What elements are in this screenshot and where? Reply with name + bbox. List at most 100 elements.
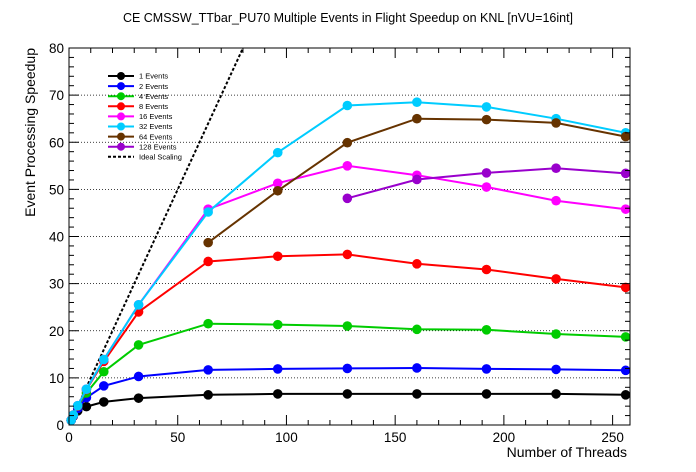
legend-label-4-events: 4 Events — [139, 92, 168, 101]
legend-label-128-events: 128 Events — [139, 142, 177, 151]
y-tick-label: 20 — [49, 324, 64, 339]
data-point-32-events — [342, 100, 353, 111]
data-point-32-events — [133, 300, 144, 310]
y-tick-label: 10 — [49, 371, 64, 386]
data-point-32-events — [412, 97, 422, 107]
data-point-128-events — [551, 163, 561, 173]
y-tick-label: 80 — [49, 41, 64, 56]
data-point-1-events — [98, 397, 109, 407]
data-point-32-events — [481, 102, 492, 112]
x-tick-label: 200 — [493, 430, 516, 445]
legend-label-16-events: 16 Events — [139, 112, 173, 121]
y-tick-label: 30 — [49, 277, 64, 292]
data-point-32-events — [272, 147, 283, 158]
data-point-16-events — [551, 195, 561, 206]
data-point-4-events — [133, 340, 144, 350]
data-point-64-events — [272, 185, 283, 196]
legend-marker-4-events — [117, 92, 125, 101]
data-point-128-events — [412, 174, 422, 185]
data-point-1-events — [133, 393, 144, 403]
data-point-1-events — [620, 390, 631, 400]
data-point-2-events — [272, 364, 283, 374]
data-point-16-events — [272, 178, 283, 189]
y-tick-label: 60 — [49, 135, 64, 150]
legend-marker-1-events — [117, 72, 125, 80]
data-point-128-events — [342, 193, 353, 204]
data-point-4-events — [203, 318, 213, 329]
data-point-64-events — [620, 131, 631, 142]
data-point-16-events — [342, 161, 353, 171]
data-point-4-events — [481, 325, 492, 335]
legend-marker-32-events — [117, 122, 125, 131]
data-point-64-events — [551, 118, 561, 128]
y-tick-label: 70 — [49, 88, 64, 103]
data-point-1-events — [551, 389, 561, 399]
legend-label-8-events: 8 Events — [139, 102, 168, 111]
series-layer — [66, 97, 631, 426]
legend-label-1-events: 1 Events — [139, 72, 168, 81]
data-point-1-events — [412, 389, 422, 399]
y-tick-label: 40 — [49, 230, 64, 245]
chart-title: CE CMSSW_TTbar_PU70 Multiple Events in F… — [123, 11, 573, 25]
data-point-1-events — [203, 390, 213, 400]
data-point-8-events — [620, 282, 631, 293]
legend-label-ideal-scaling: Ideal Scaling — [139, 153, 182, 162]
data-point-4-events — [98, 366, 109, 377]
data-point-1-events — [81, 401, 92, 412]
data-point-4-events — [412, 324, 422, 335]
data-point-8-events — [203, 256, 213, 267]
series-line-ideal-scaling — [70, 47, 244, 421]
data-point-2-events — [342, 363, 353, 374]
y-axis-title: Event Processing Speedup — [22, 48, 38, 217]
legend-label-32-events: 32 Events — [139, 122, 173, 131]
data-point-8-events — [272, 251, 283, 262]
data-point-16-events — [620, 204, 631, 214]
data-point-2-events — [620, 365, 631, 376]
data-point-2-events — [412, 363, 422, 373]
data-point-8-events — [342, 249, 353, 260]
data-point-128-events — [620, 168, 631, 179]
data-point-2-events — [133, 371, 144, 382]
data-point-64-events — [412, 113, 422, 124]
x-axis-title: Number of Threads — [507, 444, 627, 460]
data-point-8-events — [412, 259, 422, 269]
data-point-4-events — [620, 332, 631, 342]
legend-label-2-events: 2 Events — [139, 82, 168, 91]
data-point-32-events — [81, 384, 92, 394]
legend-marker-2-events — [117, 82, 125, 91]
x-tick-label: 250 — [601, 430, 624, 445]
grid-lines — [69, 94, 630, 379]
legend-marker-128-events — [117, 142, 125, 151]
x-tick-label: 100 — [275, 430, 298, 445]
x-tick-label: 150 — [384, 430, 407, 445]
data-point-4-events — [551, 329, 561, 339]
legend-marker-16-events — [117, 112, 125, 121]
data-point-8-events — [481, 264, 492, 275]
data-point-16-events — [481, 182, 492, 192]
y-tick-label: 50 — [49, 182, 64, 197]
legend-marker-8-events — [117, 102, 125, 111]
axes: 0 10 20 30 40 50 60 70 80 0 50 100 150 200 250 — [49, 41, 630, 445]
data-point-2-events — [551, 364, 561, 375]
data-point-32-events — [98, 354, 109, 365]
x-tick-label: 50 — [170, 430, 185, 445]
ideal-scaling-layer — [70, 47, 244, 421]
data-point-64-events — [203, 237, 213, 248]
data-point-4-events — [272, 319, 283, 330]
y-tick-label: 0 — [56, 418, 64, 433]
data-point-8-events — [551, 274, 561, 284]
data-point-2-events — [203, 365, 213, 375]
x-tick-label: 0 — [65, 430, 73, 445]
data-point-1-events — [342, 389, 353, 399]
legend-label-64-events: 64 Events — [139, 132, 173, 141]
data-point-64-events — [342, 137, 353, 148]
data-point-128-events — [481, 168, 492, 178]
data-point-64-events — [481, 114, 492, 125]
data-point-2-events — [481, 364, 492, 374]
data-point-1-events — [481, 389, 492, 399]
data-point-2-events — [98, 381, 109, 391]
data-point-32-events — [203, 207, 213, 217]
data-point-4-events — [342, 321, 353, 331]
